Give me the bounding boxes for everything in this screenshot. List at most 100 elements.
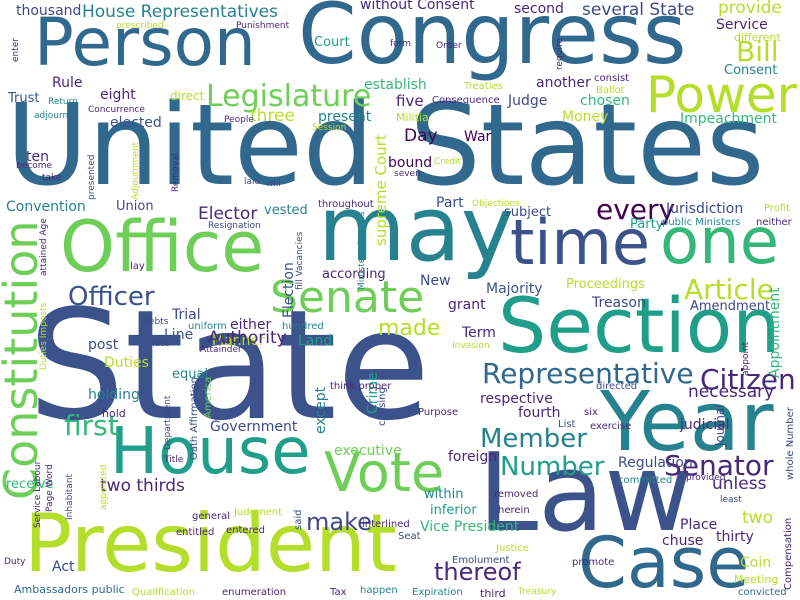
word-invasion: Invasion bbox=[452, 341, 490, 351]
word-power: Power bbox=[646, 66, 798, 124]
word-ambassadors-public: Ambassadors public bbox=[14, 583, 125, 596]
word-new: New bbox=[420, 273, 451, 289]
word-page-word: Page Word bbox=[45, 464, 55, 512]
word-may: may bbox=[318, 177, 515, 282]
word-article: Article bbox=[684, 273, 774, 306]
word-party: Party bbox=[630, 217, 664, 232]
word-thousand: thousand bbox=[16, 3, 82, 19]
word-service-labour: Service Labour bbox=[33, 460, 43, 528]
word-year: Year bbox=[600, 375, 774, 470]
word-present: present bbox=[318, 109, 372, 125]
word-elector: Elector bbox=[198, 204, 258, 224]
word-consent: Consent bbox=[724, 63, 778, 78]
word-land: Land bbox=[298, 333, 333, 349]
word-seat: Seat bbox=[398, 531, 421, 542]
word-presented: presented bbox=[87, 154, 97, 200]
word-general: general bbox=[192, 511, 231, 522]
word-vested: vested bbox=[264, 203, 308, 218]
word-senator: Senator bbox=[664, 449, 774, 482]
word-form: form bbox=[390, 39, 411, 49]
word-objections: Objections bbox=[472, 199, 520, 209]
word-house: House bbox=[110, 415, 311, 489]
word-concurrence: Concurrence bbox=[88, 105, 145, 115]
word-duties-imposts: Duties Imposts bbox=[39, 302, 49, 370]
word-representative: Representative bbox=[482, 357, 694, 390]
word-unless: unless bbox=[712, 474, 767, 494]
word-removed: removed bbox=[494, 489, 539, 500]
word-department: Department bbox=[163, 395, 173, 450]
word-either: either bbox=[230, 317, 272, 333]
word-grant: grant bbox=[448, 297, 486, 313]
word-debts: Debts bbox=[142, 317, 169, 327]
word-convicted: convicted bbox=[738, 587, 787, 598]
word-thirty: thirty bbox=[716, 529, 754, 545]
word-enter: enter bbox=[11, 37, 21, 62]
word-enumeration: enumeration bbox=[222, 587, 287, 598]
word-first: first bbox=[64, 409, 119, 442]
word-section: Section bbox=[498, 281, 781, 370]
word-money: Money bbox=[562, 109, 609, 125]
word-state: State bbox=[28, 277, 431, 454]
word-bill: Bill bbox=[736, 35, 779, 68]
word-number: Number bbox=[500, 452, 605, 482]
word-citizen: Citizen bbox=[700, 363, 796, 396]
word-people: People bbox=[224, 115, 254, 125]
word-title: Title bbox=[164, 455, 184, 465]
word-amendment: Amendment bbox=[690, 299, 771, 314]
word-different: different bbox=[734, 31, 781, 44]
word-neither: neither bbox=[756, 217, 792, 228]
word-establish: establish bbox=[364, 77, 427, 93]
word-several-state: several State bbox=[582, 0, 695, 20]
word-attainder: Attainder bbox=[200, 345, 242, 355]
word-two-thirds: two thirds bbox=[100, 476, 185, 496]
word-qualification: Qualification bbox=[132, 587, 195, 598]
word-every: every bbox=[596, 193, 676, 226]
word-eight: eight bbox=[100, 87, 136, 103]
word-treason: Treason bbox=[592, 295, 646, 311]
word-directed: directed bbox=[596, 381, 638, 392]
word-treaties: Treaties bbox=[464, 81, 503, 92]
word-service: Service bbox=[716, 17, 768, 33]
word-senate: Senate bbox=[270, 272, 425, 323]
word-legislature: Legislature bbox=[206, 79, 372, 114]
word-inhabitant: Inhabitant bbox=[65, 473, 75, 520]
word-except: except bbox=[313, 386, 329, 434]
word-holding: holding bbox=[88, 387, 140, 403]
word-supreme-court: supreme Court bbox=[372, 134, 390, 246]
word-credit: Credit bbox=[434, 157, 462, 167]
word-purpose: Purpose bbox=[418, 407, 459, 418]
word-made: made bbox=[378, 316, 441, 341]
word-oath-affirmation: Oath Affirmation bbox=[189, 377, 200, 460]
word-least: least bbox=[720, 495, 742, 505]
word-punishment: Punishment bbox=[236, 21, 290, 31]
word-regulation: Regulation bbox=[618, 455, 693, 471]
word-second: second bbox=[514, 1, 564, 17]
word-duties: Duties bbox=[104, 355, 149, 371]
word-necessary: necessary bbox=[688, 382, 775, 402]
word-america: America bbox=[203, 376, 214, 418]
word-chosen: chosen bbox=[580, 93, 630, 109]
word-president: President bbox=[24, 497, 398, 590]
word-justice: Justice bbox=[496, 543, 529, 554]
word-judge: Judge bbox=[508, 93, 548, 109]
word-require: require bbox=[555, 38, 565, 70]
word-day: Day bbox=[404, 126, 438, 146]
word-place: Place bbox=[680, 517, 718, 533]
word-elected: elected bbox=[110, 115, 162, 131]
word-law: Law bbox=[478, 431, 693, 556]
word-make: make bbox=[306, 508, 372, 536]
word-herein: herein bbox=[498, 505, 530, 516]
word-congress: Congress bbox=[298, 0, 687, 83]
word-rule: Rule bbox=[52, 75, 83, 91]
word-hundred: hundred bbox=[282, 321, 324, 332]
word-ministers-consuls: Ministers Consuls bbox=[357, 211, 367, 290]
word-ten: ten bbox=[26, 149, 49, 165]
word-house-representatives: House Representatives bbox=[82, 2, 278, 22]
word-trust: Trust bbox=[8, 91, 40, 106]
word-entered: entered bbox=[226, 525, 265, 536]
word-compensation: Compensation bbox=[783, 517, 794, 590]
word-public-ministers: public Ministers bbox=[662, 217, 741, 228]
word-throughout: throughout bbox=[318, 199, 374, 210]
word-respective: respective bbox=[480, 391, 553, 407]
word-appointment: Appointment bbox=[767, 287, 783, 378]
